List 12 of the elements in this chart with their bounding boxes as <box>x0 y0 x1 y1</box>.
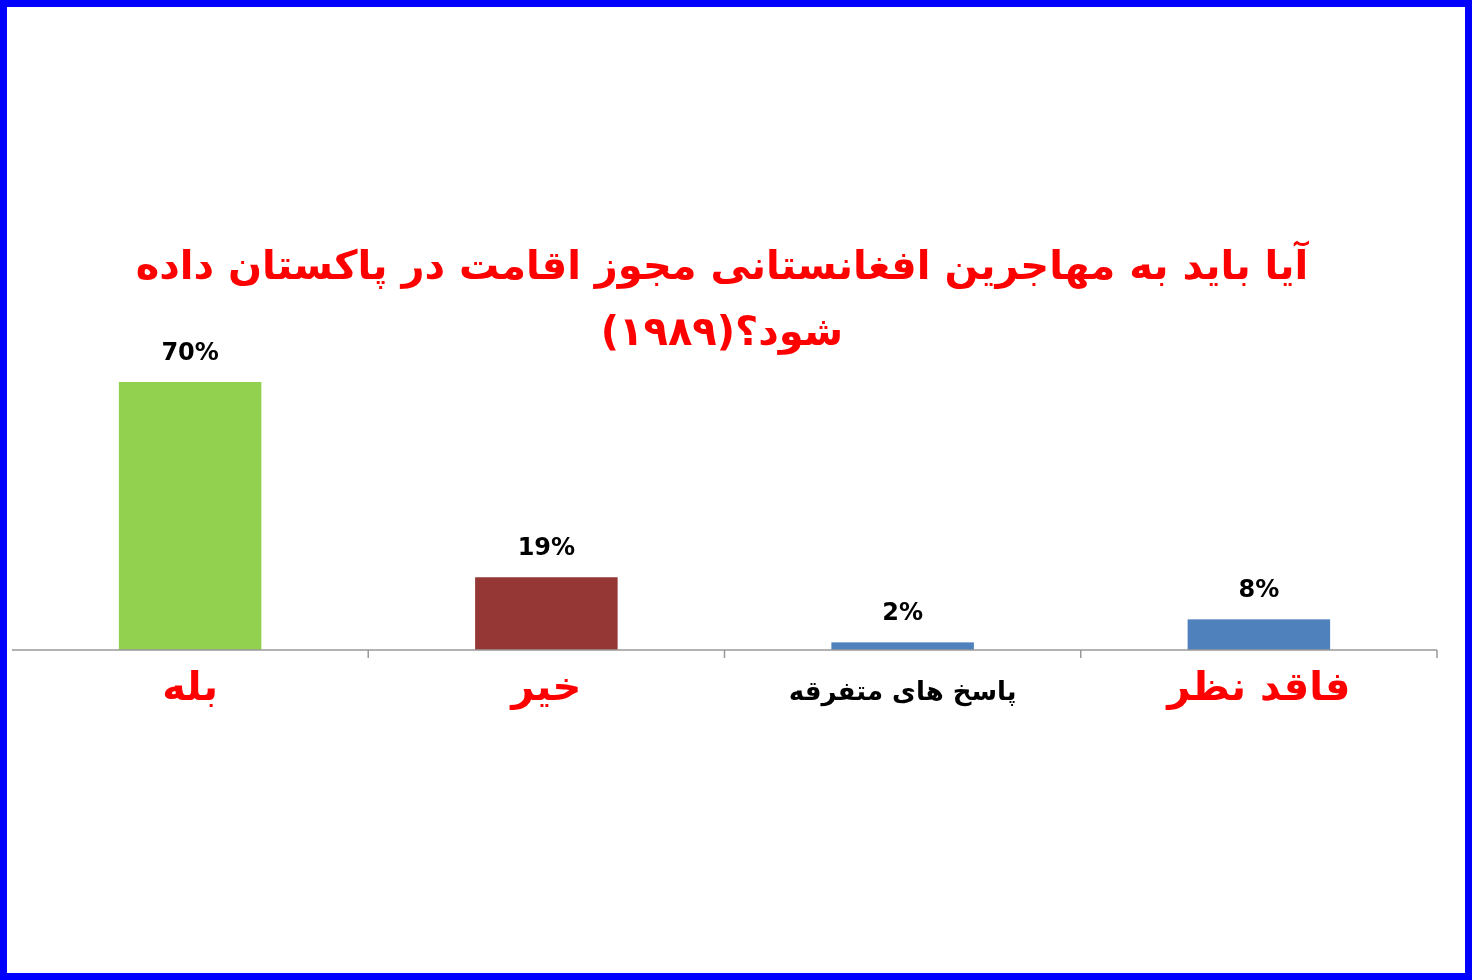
x-tick-label: فاقد نظر <box>1165 663 1351 710</box>
bar <box>475 577 618 650</box>
x-tick-label: خیر <box>509 663 582 710</box>
x-tick-label: بله <box>162 663 218 709</box>
bar <box>118 382 262 650</box>
x-tick-label: پاسخ های متفرقه <box>788 676 1017 707</box>
data-label: 70% <box>161 338 219 366</box>
data-label: 19% <box>517 533 576 562</box>
bar <box>1187 619 1331 650</box>
data-label: 8% <box>1238 575 1280 604</box>
bar <box>831 642 974 650</box>
data-label: 2% <box>882 598 923 627</box>
